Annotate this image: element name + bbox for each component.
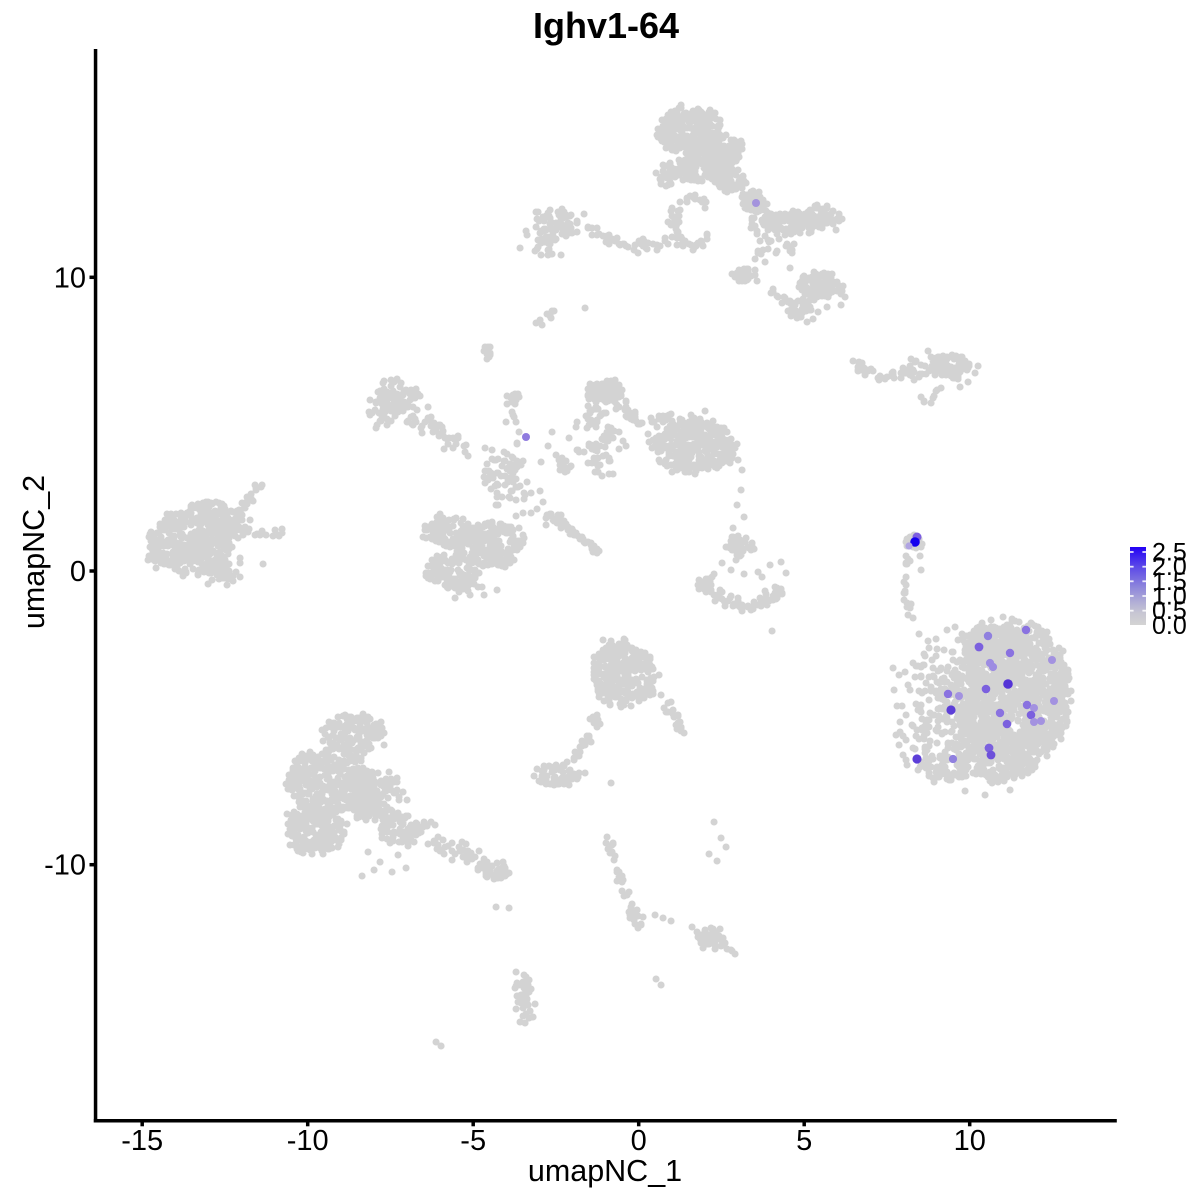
svg-text:0: 0: [70, 556, 86, 588]
svg-text:0.5: 0.5: [1152, 597, 1187, 625]
svg-text:1.5: 1.5: [1152, 568, 1187, 596]
svg-text:umapNC_2: umapNC_2: [17, 475, 51, 629]
svg-text:1.0: 1.0: [1152, 583, 1187, 611]
svg-text:-5: -5: [460, 1125, 486, 1157]
svg-text:Ighv1-64: Ighv1-64: [533, 5, 679, 46]
svg-text:-10: -10: [44, 850, 86, 882]
svg-text:2.5: 2.5: [1152, 539, 1187, 567]
svg-text:2.0: 2.0: [1152, 553, 1187, 581]
svg-text:0: 0: [631, 1125, 647, 1157]
svg-text:10: 10: [54, 262, 86, 294]
svg-text:0.0: 0.0: [1152, 612, 1187, 640]
svg-text:umapNC_1: umapNC_1: [528, 1154, 682, 1188]
svg-text:5: 5: [796, 1125, 812, 1157]
svg-text:-10: -10: [287, 1125, 329, 1157]
svg-text:-15: -15: [121, 1125, 163, 1157]
svg-text:10: 10: [954, 1125, 986, 1157]
